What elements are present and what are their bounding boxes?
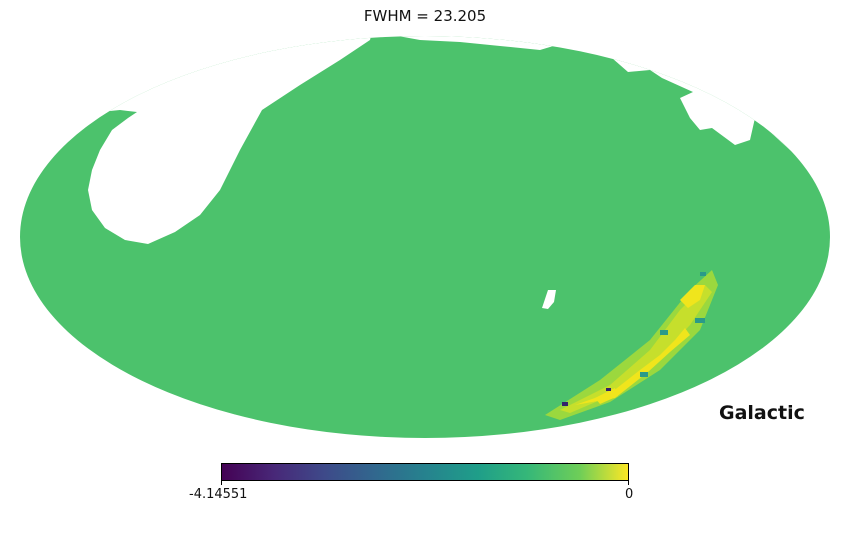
colorbar-max-tick [628,481,629,485]
bright-structure [545,270,718,420]
coordinate-system-label: Galactic [719,402,805,424]
plot-title: FWHM = 23.205 [363,7,487,25]
colorbar [221,463,629,481]
colorbar-min-tick [221,481,222,485]
masked-hole [542,290,556,309]
colorbar-max-label: 0 [625,487,634,502]
colorbar-min-label: -4.14551 [189,487,248,502]
